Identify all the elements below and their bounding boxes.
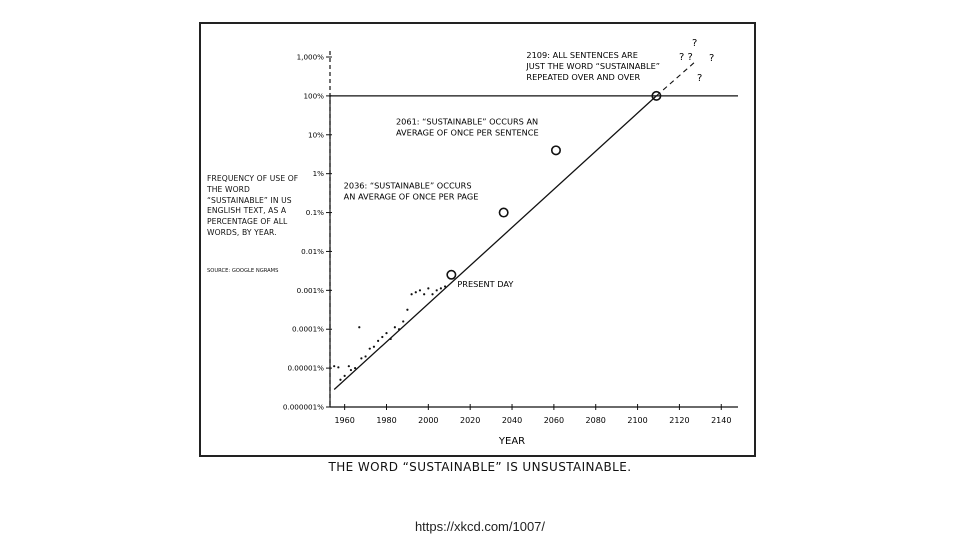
trend-line	[333, 95, 657, 390]
comic-caption: THE WORD “SUSTAINABLE” IS UNSUSTAINABLE.	[328, 460, 632, 474]
y-tick-label: 0.1%	[306, 208, 324, 217]
data-point	[385, 332, 388, 335]
data-point	[377, 339, 380, 342]
y-tick-label: 10%	[308, 130, 324, 139]
y-tick-label: 0.01%	[301, 247, 324, 256]
milestone-annotation: JUST THE WORD “SUSTAINABLE”	[525, 61, 660, 71]
x-tick-label: 2100	[627, 416, 647, 425]
milestone-marker	[651, 90, 662, 101]
x-tick-label: 2080	[586, 416, 606, 425]
data-point	[343, 374, 346, 377]
question-mark: ? ?	[679, 52, 693, 63]
data-point	[364, 355, 367, 358]
data-point	[406, 308, 409, 311]
milestone-marker	[550, 145, 561, 156]
x-tick-label: 2140	[711, 416, 731, 425]
question-mark: ?	[692, 38, 697, 49]
data-point	[360, 357, 363, 360]
milestone-annotation: 2036: “SUSTAINABLE” OCCURS	[344, 181, 472, 191]
data-point	[418, 289, 422, 292]
data-point	[358, 326, 361, 329]
question-mark: ?	[709, 53, 714, 64]
milestone-marker	[498, 207, 509, 218]
data-point	[397, 328, 401, 331]
data-point	[427, 287, 430, 290]
y-tick-label: 1,000%	[297, 53, 325, 62]
data-point	[431, 293, 434, 296]
y-tick-label: 0.001%	[297, 286, 325, 295]
x-tick-label: 2060	[544, 416, 564, 425]
y-tick-label: 0.000001%	[283, 403, 324, 412]
data-point	[349, 368, 353, 372]
data-point	[347, 365, 350, 368]
y-tick-label: 100%	[303, 91, 324, 100]
y-tick-label: 0.00001%	[287, 364, 324, 373]
data-point	[393, 326, 396, 329]
data-point	[443, 285, 447, 288]
data-point	[410, 293, 413, 296]
data-point	[414, 291, 417, 294]
milestone-annotation: 2109: ALL SENTENCES ARE	[526, 50, 637, 60]
milestone-annotation: 2061: “SUSTAINABLE” OCCURS AN	[396, 116, 538, 126]
milestone-annotation: PRESENT DAY	[457, 279, 514, 289]
chart: 0.000001% 0.00001% 0.0001% 0.001% 0.01% 0.1% 1…	[283, 38, 738, 447]
comic-panel: 0.000001% 0.00001% 0.0001% 0.001% 0.01% 0.1% 1…	[199, 22, 756, 457]
data-point	[435, 289, 438, 292]
data-point	[337, 366, 340, 369]
x-tick-label: 2000	[418, 416, 438, 425]
data-point	[423, 293, 426, 296]
data-point	[372, 345, 376, 348]
data-point	[389, 337, 392, 341]
x-axis-title: YEAR	[498, 436, 525, 447]
extrapolation-line	[656, 60, 697, 97]
data-point	[333, 365, 336, 368]
data-point	[439, 287, 442, 290]
milestone-annotation: AN AVERAGE OF ONCE PER PAGE	[344, 192, 479, 202]
x-tick-label: 1960	[334, 416, 354, 425]
data-point	[368, 347, 371, 350]
y-axis-label: FREQUENCY OF USE OF THE WORD “SUSTAINABL…	[207, 174, 299, 237]
milestone-annotation: REPEATED OVER AND OVER	[526, 72, 640, 82]
question-mark: ?	[697, 73, 702, 84]
y-tick-label: 0.0001%	[292, 325, 324, 334]
x-tick-label: 2120	[669, 416, 689, 425]
source-note: SOURCE: GOOGLE NGRAMS	[207, 268, 279, 274]
source-url[interactable]: https://xkcd.com/1007/	[414, 519, 546, 534]
data-point	[339, 378, 342, 381]
y-tick-label: 1%	[313, 169, 325, 178]
data-point	[402, 320, 405, 323]
milestone-annotation: AVERAGE OF ONCE PER SENTENCE	[396, 127, 539, 137]
data-point	[354, 367, 357, 370]
x-tick-label: 2020	[460, 416, 480, 425]
data-point	[381, 335, 384, 339]
milestone-marker	[446, 269, 457, 280]
x-tick-label: 1980	[376, 416, 396, 425]
x-tick-label: 2040	[502, 416, 522, 425]
